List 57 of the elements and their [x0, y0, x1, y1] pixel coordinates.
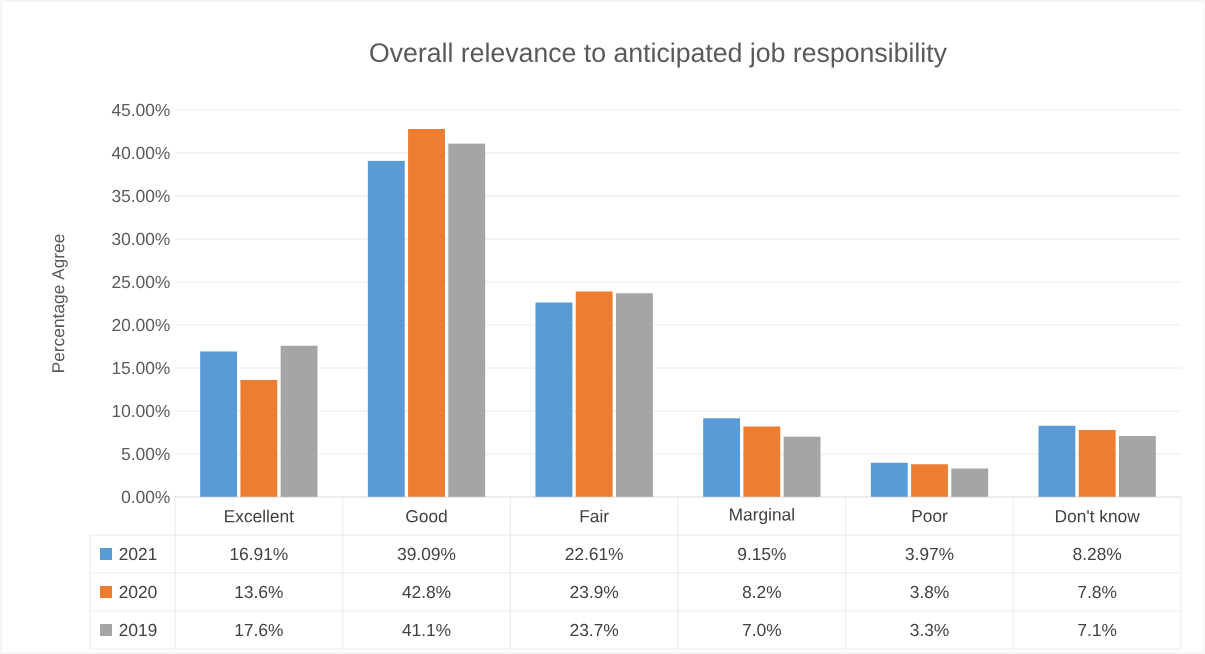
x-tick-label: Fair: [580, 509, 609, 523]
x-tick-label: Excellent: [225, 509, 294, 523]
legend-label: 2019: [119, 623, 157, 637]
bar: [1078, 429, 1116, 497]
bar: [448, 143, 486, 497]
bar: [1118, 435, 1156, 497]
chart-title: Overall relevance to anticipated job responsibility: [370, 42, 947, 68]
y-tick-label: 10.00%: [112, 404, 170, 418]
data-label: 39.09%: [397, 547, 456, 561]
bar: [703, 418, 741, 497]
x-tick-label: Marginal: [730, 507, 794, 525]
bar: [575, 291, 613, 497]
y-axis-title: Percentage Agree: [52, 234, 68, 372]
bar: [535, 302, 573, 497]
data-label: 7.0%: [743, 623, 781, 637]
x-tick-label: Good: [406, 509, 447, 523]
y-tick-label: 30.00%: [112, 232, 170, 246]
bar: [200, 351, 238, 497]
y-tick-label: 5.00%: [121, 447, 170, 461]
data-label: 8.28%: [1073, 547, 1122, 561]
data-label: 23.7%: [570, 623, 619, 637]
y-tick-label: 35.00%: [112, 189, 170, 203]
data-label: 42.8%: [402, 585, 451, 599]
data-label: 17.6%: [235, 623, 283, 637]
legend-label: 2021: [119, 547, 157, 561]
data-label: 41.1%: [402, 623, 451, 637]
data-label: 23.9%: [570, 585, 619, 599]
data-label: 3.3%: [910, 623, 949, 637]
bar: [280, 345, 318, 497]
y-tick-label: 25.00%: [112, 275, 170, 289]
x-tick-label: Don't know: [1055, 509, 1140, 523]
y-tick-label: 15.00%: [112, 361, 170, 375]
data-label: 9.15%: [738, 547, 786, 561]
bar: [951, 468, 989, 497]
bar: [1038, 425, 1076, 497]
data-label: 7.1%: [1078, 623, 1117, 637]
y-tick-label: 40.00%: [111, 146, 170, 160]
y-tick-label: 0.00%: [121, 490, 170, 504]
data-label: 22.61%: [565, 547, 623, 561]
bar: [911, 464, 948, 497]
data-label: 16.91%: [230, 547, 288, 561]
bar: [367, 160, 405, 497]
legend-label: 2020: [119, 585, 157, 599]
data-label: 8.2%: [742, 585, 781, 599]
x-tick-label: Poor: [912, 509, 948, 523]
bar: [743, 426, 781, 497]
y-tick-label: 20.00%: [112, 318, 170, 332]
y-tick-label: 45.00%: [111, 103, 170, 117]
bar: [783, 436, 821, 497]
data-label: 3.97%: [905, 547, 954, 561]
bar: [240, 380, 278, 497]
bar: [615, 293, 653, 497]
data-label: 3.8%: [910, 585, 949, 599]
data-label: 7.8%: [1078, 585, 1117, 599]
bar: [870, 462, 908, 497]
bar: [408, 128, 445, 497]
data-label: 13.6%: [235, 585, 283, 599]
